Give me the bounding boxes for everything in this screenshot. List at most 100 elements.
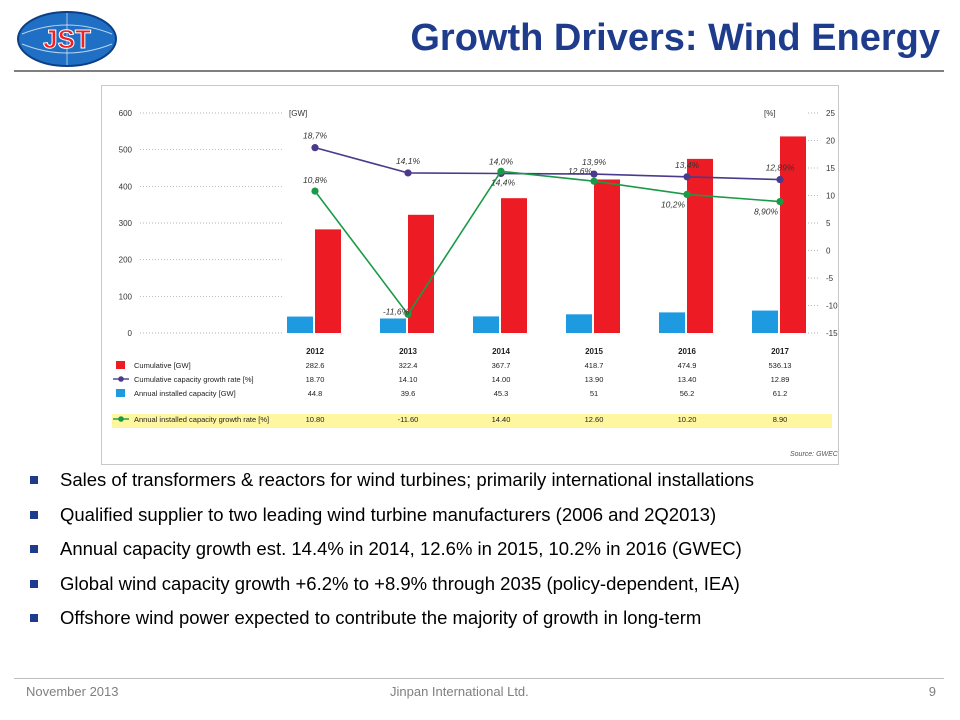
table-cell: 56.2 bbox=[680, 389, 695, 398]
bullet-item: Sales of transformers & reactors for win… bbox=[28, 466, 938, 501]
annual-growth-label: 12,6% bbox=[568, 166, 593, 176]
table-cell: 10.20 bbox=[678, 415, 697, 424]
table-cell: 61.2 bbox=[773, 389, 788, 398]
annual-bar bbox=[566, 314, 592, 333]
legend-label: Cumulative [GW] bbox=[134, 361, 191, 370]
highlight-row-background bbox=[112, 414, 832, 428]
annual-growth-label: 8,90% bbox=[754, 207, 779, 217]
annual-growth-point bbox=[404, 310, 412, 318]
annual-growth-point bbox=[497, 167, 505, 175]
annual-bar bbox=[752, 310, 778, 333]
table-cell: 322.4 bbox=[399, 361, 418, 370]
bullet-square-icon bbox=[30, 510, 38, 519]
cumulative-growth-point bbox=[590, 170, 598, 178]
table-cell: 367.7 bbox=[492, 361, 511, 370]
annual-growth-line bbox=[314, 170, 781, 316]
bullet-square-icon bbox=[30, 476, 38, 484]
annual-bar bbox=[659, 312, 685, 333]
right-tick-label: 5 bbox=[826, 219, 831, 228]
title-divider bbox=[14, 70, 944, 72]
table-cell: 282.6 bbox=[306, 361, 325, 370]
right-tick-label: -5 bbox=[826, 274, 834, 283]
left-axis-unit: [GW] bbox=[289, 109, 307, 118]
bullet-list: Sales of transformers & reactors for win… bbox=[28, 466, 938, 639]
annual-growth-point bbox=[590, 177, 598, 185]
right-tick-label: -10 bbox=[826, 302, 838, 311]
bullet-item: Qualified supplier to two leading wind t… bbox=[28, 501, 938, 536]
cumulative-growth-label: 14,0% bbox=[489, 157, 514, 167]
table-cell: 8.90 bbox=[773, 415, 788, 424]
table-cell: 10.80 bbox=[306, 415, 325, 424]
annual-growth-point bbox=[311, 187, 319, 195]
right-tick-label: 0 bbox=[826, 247, 831, 256]
annual-growth-point bbox=[776, 197, 784, 206]
bullet-text: Sales of transformers & reactors for win… bbox=[60, 469, 755, 490]
annual-growth-label: 10,8% bbox=[303, 175, 328, 185]
cumulative-growth-label: 13,9% bbox=[582, 157, 607, 167]
left-tick-label: 300 bbox=[119, 219, 133, 228]
left-tick-label: 600 bbox=[119, 109, 133, 118]
table-cell: 13.90 bbox=[585, 375, 604, 384]
left-tick-label: 200 bbox=[119, 256, 133, 265]
legend-label: Annual installed capacity growth rate [%… bbox=[134, 415, 269, 424]
cumulative-growth-point bbox=[404, 169, 412, 177]
bullet-text: Global wind capacity growth +6.2% to +8.… bbox=[60, 572, 740, 594]
cumulative-bar bbox=[687, 158, 713, 333]
bullet-square-icon bbox=[30, 545, 38, 553]
table-cell: 13.40 bbox=[678, 375, 697, 384]
table-cell: 536.13 bbox=[769, 361, 792, 370]
cumulative-growth-label: 14,1% bbox=[396, 156, 421, 166]
footer-company: Jinpan International Ltd. bbox=[390, 684, 529, 699]
right-tick-label: -15 bbox=[826, 329, 838, 338]
slide-title: Growth Drivers: Wind Energy bbox=[410, 17, 940, 59]
cumulative-bar bbox=[408, 214, 434, 333]
footer-divider bbox=[14, 678, 944, 679]
right-tick-label: 25 bbox=[826, 109, 835, 118]
cumulative-growth-point bbox=[776, 176, 784, 184]
cumulative-growth-label: 13,4% bbox=[675, 160, 700, 170]
bullet-square-icon bbox=[30, 579, 38, 588]
footer-date: November 2013 bbox=[26, 684, 119, 699]
cumulative-growth-point bbox=[683, 173, 691, 181]
left-tick-label: 0 bbox=[128, 329, 133, 338]
year-header: 2012 bbox=[306, 347, 324, 356]
right-tick-label: 20 bbox=[826, 137, 835, 146]
table-cell: 45.3 bbox=[494, 389, 509, 398]
right-tick-label: 10 bbox=[826, 192, 835, 201]
cumulative-growth-point bbox=[311, 144, 319, 152]
cumulative-bar bbox=[780, 136, 806, 333]
legend-swatch bbox=[116, 361, 125, 369]
table-cell: 418.7 bbox=[585, 361, 604, 370]
bullet-item: Global wind capacity growth +6.2% to +8.… bbox=[28, 570, 938, 605]
annual-growth-label: 14,4% bbox=[491, 177, 516, 187]
table-cell: -11.60 bbox=[398, 415, 419, 424]
annual-bar bbox=[287, 316, 313, 333]
legend-marker bbox=[118, 416, 124, 422]
bullet-square-icon bbox=[30, 614, 38, 622]
annual-growth-label: -11,6% bbox=[383, 306, 410, 316]
legend-label: Annual installed capacity [GW] bbox=[134, 389, 236, 398]
legend-swatch bbox=[116, 389, 125, 397]
right-tick-label: 15 bbox=[826, 164, 835, 173]
bullet-text: Annual capacity growth est. 14.4% in 201… bbox=[60, 538, 742, 559]
chart-source: Source: GWEC bbox=[790, 451, 838, 458]
table-cell: 51 bbox=[590, 389, 598, 398]
bullet-item: Annual capacity growth est. 14.4% in 201… bbox=[28, 535, 938, 570]
bullet-text: Qualified supplier to two leading wind t… bbox=[60, 503, 717, 525]
table-cell: 14.00 bbox=[492, 375, 511, 384]
table-cell: 44.8 bbox=[308, 389, 323, 398]
cumulative-growth-label: 12,89% bbox=[766, 163, 795, 173]
year-header: 2014 bbox=[492, 347, 510, 356]
year-header: 2013 bbox=[399, 347, 417, 356]
cumulative-growth-label: 18,7% bbox=[303, 131, 328, 141]
left-tick-label: 100 bbox=[119, 292, 133, 301]
table-cell: 12.89 bbox=[771, 375, 790, 384]
left-tick-label: 500 bbox=[119, 146, 133, 155]
jst-logo: JST bbox=[17, 11, 117, 67]
cumulative-bar bbox=[315, 229, 341, 333]
annual-bar bbox=[473, 316, 499, 333]
table-cell: 14.10 bbox=[399, 375, 418, 384]
legend-label: Cumulative capacity growth rate [%] bbox=[134, 375, 254, 384]
cumulative-bar bbox=[594, 179, 620, 333]
